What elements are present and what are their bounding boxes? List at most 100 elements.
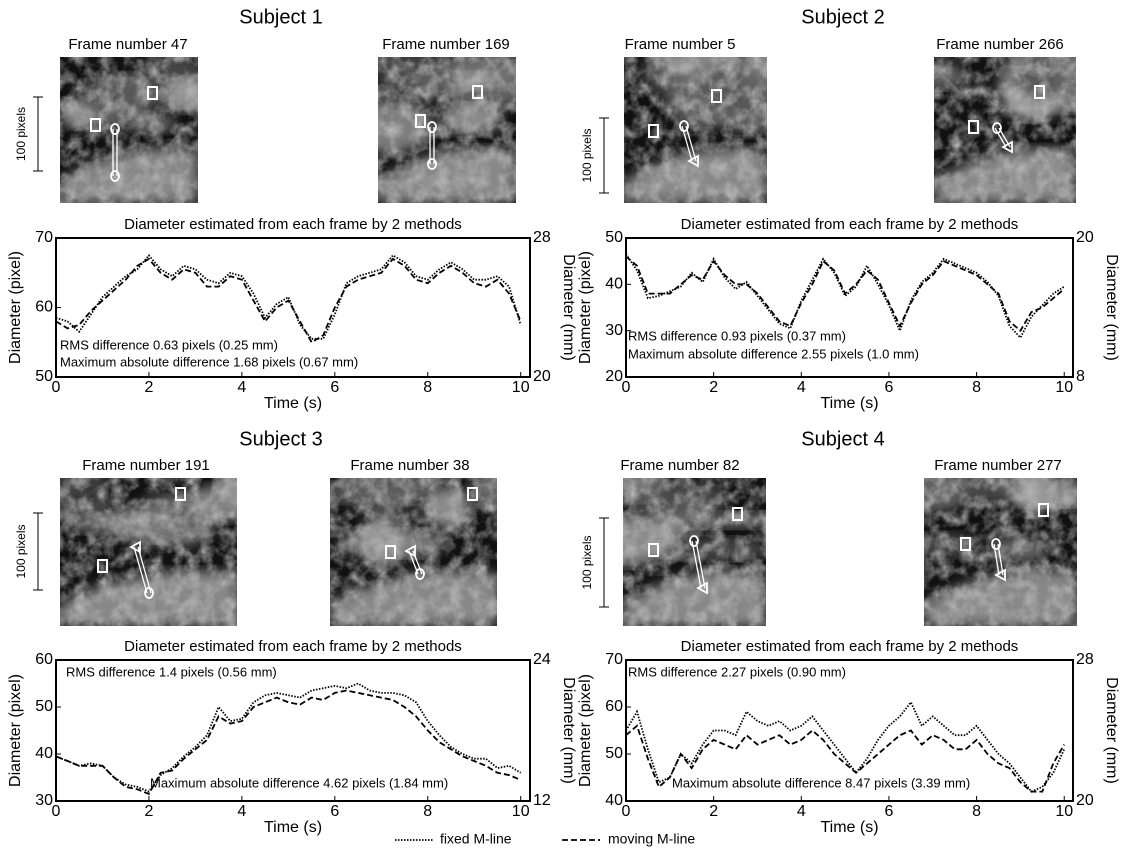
plot-frame <box>55 659 531 802</box>
image-content <box>934 57 1076 203</box>
marker-circle <box>415 568 425 580</box>
marker-circle <box>144 587 154 599</box>
x-tick-label: 8 <box>423 803 432 820</box>
y-tick-label: 30 <box>35 792 53 809</box>
annotation: Maximum absolute difference 4.62 pixels … <box>150 775 448 790</box>
series-line <box>625 255 1065 333</box>
x-axis-label: Time (s) <box>264 819 322 836</box>
roi-box <box>175 487 186 501</box>
marker-circle <box>679 120 689 132</box>
roi-box <box>648 124 659 138</box>
y-tick-label: 70 <box>605 651 623 668</box>
image-content <box>330 478 497 626</box>
x-axis-label: Time (s) <box>820 395 878 412</box>
subject-title: Subject 1 <box>239 6 322 28</box>
y-tick-label: 60 <box>35 299 53 316</box>
y2-tick-label: 28 <box>1076 651 1094 668</box>
y2-axis-label: Diameter (mm) <box>1103 254 1120 361</box>
ultrasound-image <box>623 478 766 626</box>
x-tick-label: 0 <box>52 803 61 820</box>
subject-title: Subject 4 <box>801 428 884 450</box>
marker-circle <box>427 121 437 133</box>
marker-circle <box>110 123 120 135</box>
roi-box <box>90 118 101 132</box>
ultrasound-image <box>378 57 516 203</box>
x-tick-label: 6 <box>330 803 339 820</box>
x-tick-label: 10 <box>1055 803 1073 820</box>
y-tick-label: 50 <box>35 698 53 715</box>
m-line <box>994 127 1007 148</box>
x-tick-label: 4 <box>797 379 806 396</box>
annotation: RMS difference 1.4 pixels (0.56 mm) <box>66 664 277 679</box>
legend-label: moving M-line <box>608 831 695 847</box>
roi-box <box>415 114 426 128</box>
x-tick-label: 8 <box>972 379 981 396</box>
y-tick-label: 20 <box>605 368 623 385</box>
y-tick-label: 50 <box>605 745 623 762</box>
y2-tick-label: 24 <box>533 651 551 668</box>
scale-label: 100 pixels <box>14 107 28 161</box>
speckle <box>924 478 1077 626</box>
ultrasound-image <box>60 57 198 203</box>
scale-label: 100 pixels <box>14 524 28 578</box>
y-tick-label: 40 <box>605 276 623 293</box>
x-axis-label: Time (s) <box>264 395 322 412</box>
chart-title: Diameter estimated from each frame by 2 … <box>681 638 1019 655</box>
chart-title: Diameter estimated from each frame by 2 … <box>124 216 462 233</box>
x-tick-label: 10 <box>512 379 530 396</box>
roi-box <box>711 89 722 103</box>
marker-circle <box>992 122 1002 134</box>
y2-tick-label: 12 <box>533 792 551 809</box>
x-tick-label: 10 <box>1055 379 1073 396</box>
marker-circle <box>427 158 437 170</box>
roi-box <box>960 537 971 551</box>
scale-label: 100 pixels <box>580 535 594 589</box>
marker-triangle <box>1001 140 1013 154</box>
frame-label: Frame number 277 <box>934 457 1062 474</box>
marker-circle <box>689 535 699 547</box>
y-tick-label: 30 <box>605 322 623 339</box>
x-tick-label: 0 <box>52 379 61 396</box>
x-tick-label: 6 <box>884 803 893 820</box>
y2-tick-label: 20 <box>533 368 551 385</box>
roi-box <box>732 507 743 521</box>
image-content <box>623 478 766 626</box>
marker-triangle <box>404 544 416 558</box>
m-line <box>997 543 1004 576</box>
x-tick-label: 4 <box>797 803 806 820</box>
image-content <box>924 478 1077 626</box>
speckle <box>60 478 237 626</box>
subject-title: Subject 3 <box>239 428 322 450</box>
ultrasound-image <box>934 57 1076 203</box>
plot-frame <box>55 237 531 378</box>
marker-circle <box>110 170 120 182</box>
x-tick-label: 2 <box>144 803 153 820</box>
series-line <box>55 253 522 340</box>
y-axis-label: Diameter (pixel) <box>577 251 594 364</box>
y-tick-label: 50 <box>605 229 623 246</box>
image-content <box>60 478 237 626</box>
y2-tick-label: 28 <box>533 229 551 246</box>
ultrasound-image <box>330 478 497 626</box>
x-tick-label: 10 <box>512 803 530 820</box>
m-line <box>691 540 702 589</box>
annotation: RMS difference 2.27 pixels (0.90 mm) <box>628 664 846 679</box>
x-tick-label: 4 <box>237 379 246 396</box>
ultrasound-image <box>624 57 767 203</box>
ultrasound-image <box>60 478 237 626</box>
roi-box <box>1034 85 1045 99</box>
subject-title: Subject 2 <box>801 6 884 28</box>
y2-tick-label: 20 <box>1076 792 1094 809</box>
y2-axis-label: Diameter (mm) <box>560 677 577 784</box>
image-content <box>624 57 767 203</box>
y-tick-label: 60 <box>35 651 53 668</box>
x-tick-label: 6 <box>884 379 893 396</box>
x-tick-label: 0 <box>622 803 631 820</box>
roi-box <box>97 559 108 573</box>
marker-triangle <box>696 581 708 595</box>
marker-triangle <box>129 540 141 554</box>
roi-box <box>467 487 478 501</box>
series-line <box>625 700 1066 793</box>
x-tick-label: 4 <box>237 803 246 820</box>
frame-label: Frame number 191 <box>82 457 210 474</box>
